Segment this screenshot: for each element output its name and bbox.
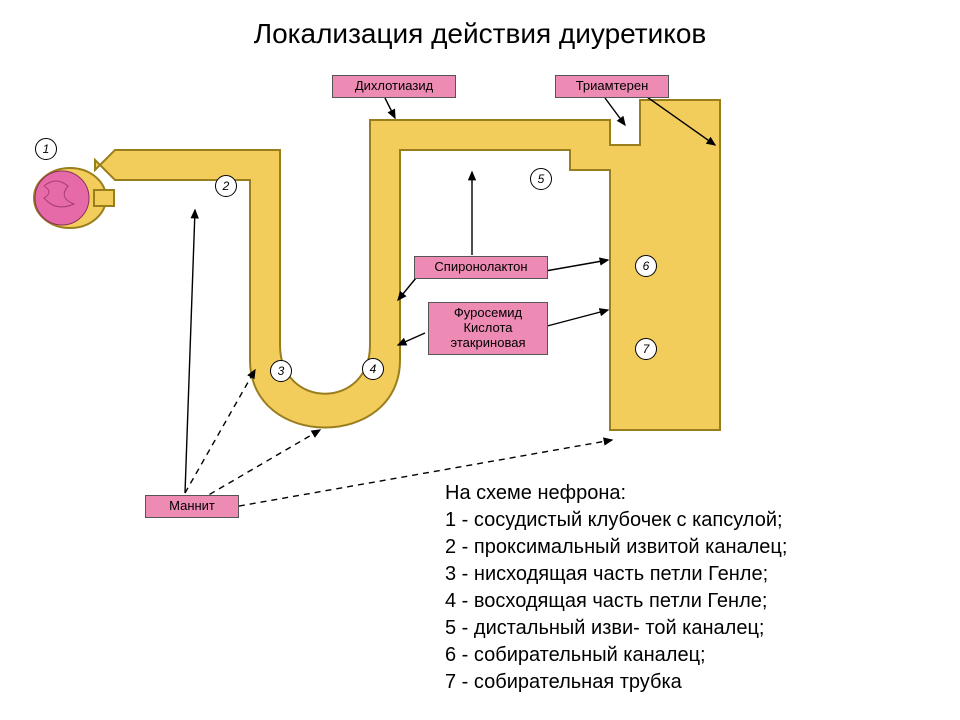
marker-2: 2: [215, 175, 237, 197]
glomerulus-icon: [34, 168, 114, 228]
marker-5: 5: [530, 168, 552, 190]
marker-4: 4: [362, 358, 384, 380]
marker-1: 1: [35, 138, 57, 160]
marker-3: 3: [270, 360, 292, 382]
drug-box-mannitol: Маннит: [145, 495, 239, 518]
drug-box-spironolactone: Спиронолактон: [414, 256, 548, 279]
drug-box-triamterene: Триамтерен: [555, 75, 669, 98]
marker-7: 7: [635, 338, 657, 360]
marker-6: 6: [635, 255, 657, 277]
drug-box-dichlothiazide: Дихлотиазид: [332, 75, 456, 98]
legend-text: На схеме нефрона:1 - сосудистый клубочек…: [445, 480, 787, 696]
drug-box-furosemide: Фуросемид Кислота этакриновая: [428, 302, 548, 355]
